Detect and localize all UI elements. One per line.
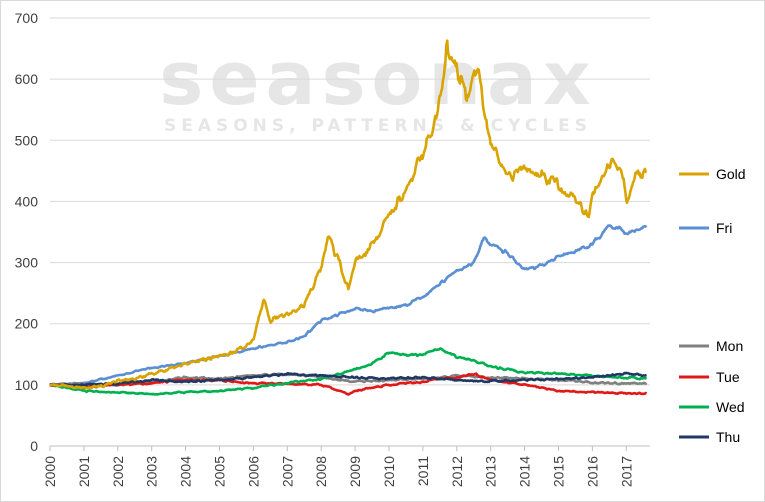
series-lines (49, 39, 648, 396)
x-tick-label: 2015 (550, 456, 566, 487)
x-tick-label: 2008 (313, 456, 329, 487)
x-tick-label: 2001 (76, 456, 92, 487)
series-line-tue (49, 372, 648, 396)
legend-label-thu: Thu (716, 429, 740, 445)
y-tick-label: 0 (30, 438, 38, 454)
y-tick-label: 600 (15, 71, 39, 87)
x-tick-label: 2011 (415, 456, 431, 486)
x-tick-label: 2005 (211, 456, 227, 487)
series-line-fri (49, 224, 648, 387)
x-tick-label: 2013 (483, 456, 499, 487)
watermark-tagline: SEASONS, PATTERNS & CYCLES (164, 116, 592, 136)
x-tick-label: 2007 (279, 456, 295, 487)
legend-label-tue: Tue (716, 369, 740, 385)
y-tick-label: 400 (15, 193, 39, 209)
x-axis-ticks: 2000 2001 2002 2003 2004 2005 2006 2007 2008 2009… (42, 446, 634, 487)
x-tick-label: 2012 (449, 456, 465, 487)
y-tick-label: 200 (15, 316, 39, 332)
x-tick-label: 2000 (42, 456, 58, 487)
x-tick-label: 2006 (245, 456, 261, 487)
series-line-gold (49, 39, 648, 390)
x-tick-label: 2009 (347, 456, 363, 487)
x-tick-label: 2010 (381, 456, 397, 487)
legend-label-fri: Fri (716, 220, 732, 236)
x-tick-label: 2016 (584, 456, 600, 487)
legend-label-gold: Gold (716, 166, 746, 182)
y-tick-label: 100 (15, 377, 39, 393)
x-tick-label: 2002 (110, 456, 126, 487)
series-line-thu (49, 371, 648, 387)
legend-label-wed: Wed (716, 399, 745, 415)
series-line-wed (49, 347, 648, 396)
y-tick-label: 500 (15, 132, 39, 148)
legend: Gold Fri Mon Tue Wed Thu (679, 166, 746, 445)
x-tick-label: 2004 (178, 456, 194, 487)
watermark: seasonax SEASONS, PATTERNS & CYCLES (159, 36, 592, 136)
x-tick-label: 2003 (144, 456, 160, 487)
legend-label-mon: Mon (716, 338, 743, 354)
y-tick-label: 700 (15, 10, 39, 26)
x-tick-label: 2014 (517, 456, 533, 487)
y-axis-ticks: 0 100 200 300 400 500 600 700 (15, 10, 39, 454)
x-tick-label: 2017 (618, 456, 634, 487)
y-tick-label: 300 (15, 255, 39, 271)
